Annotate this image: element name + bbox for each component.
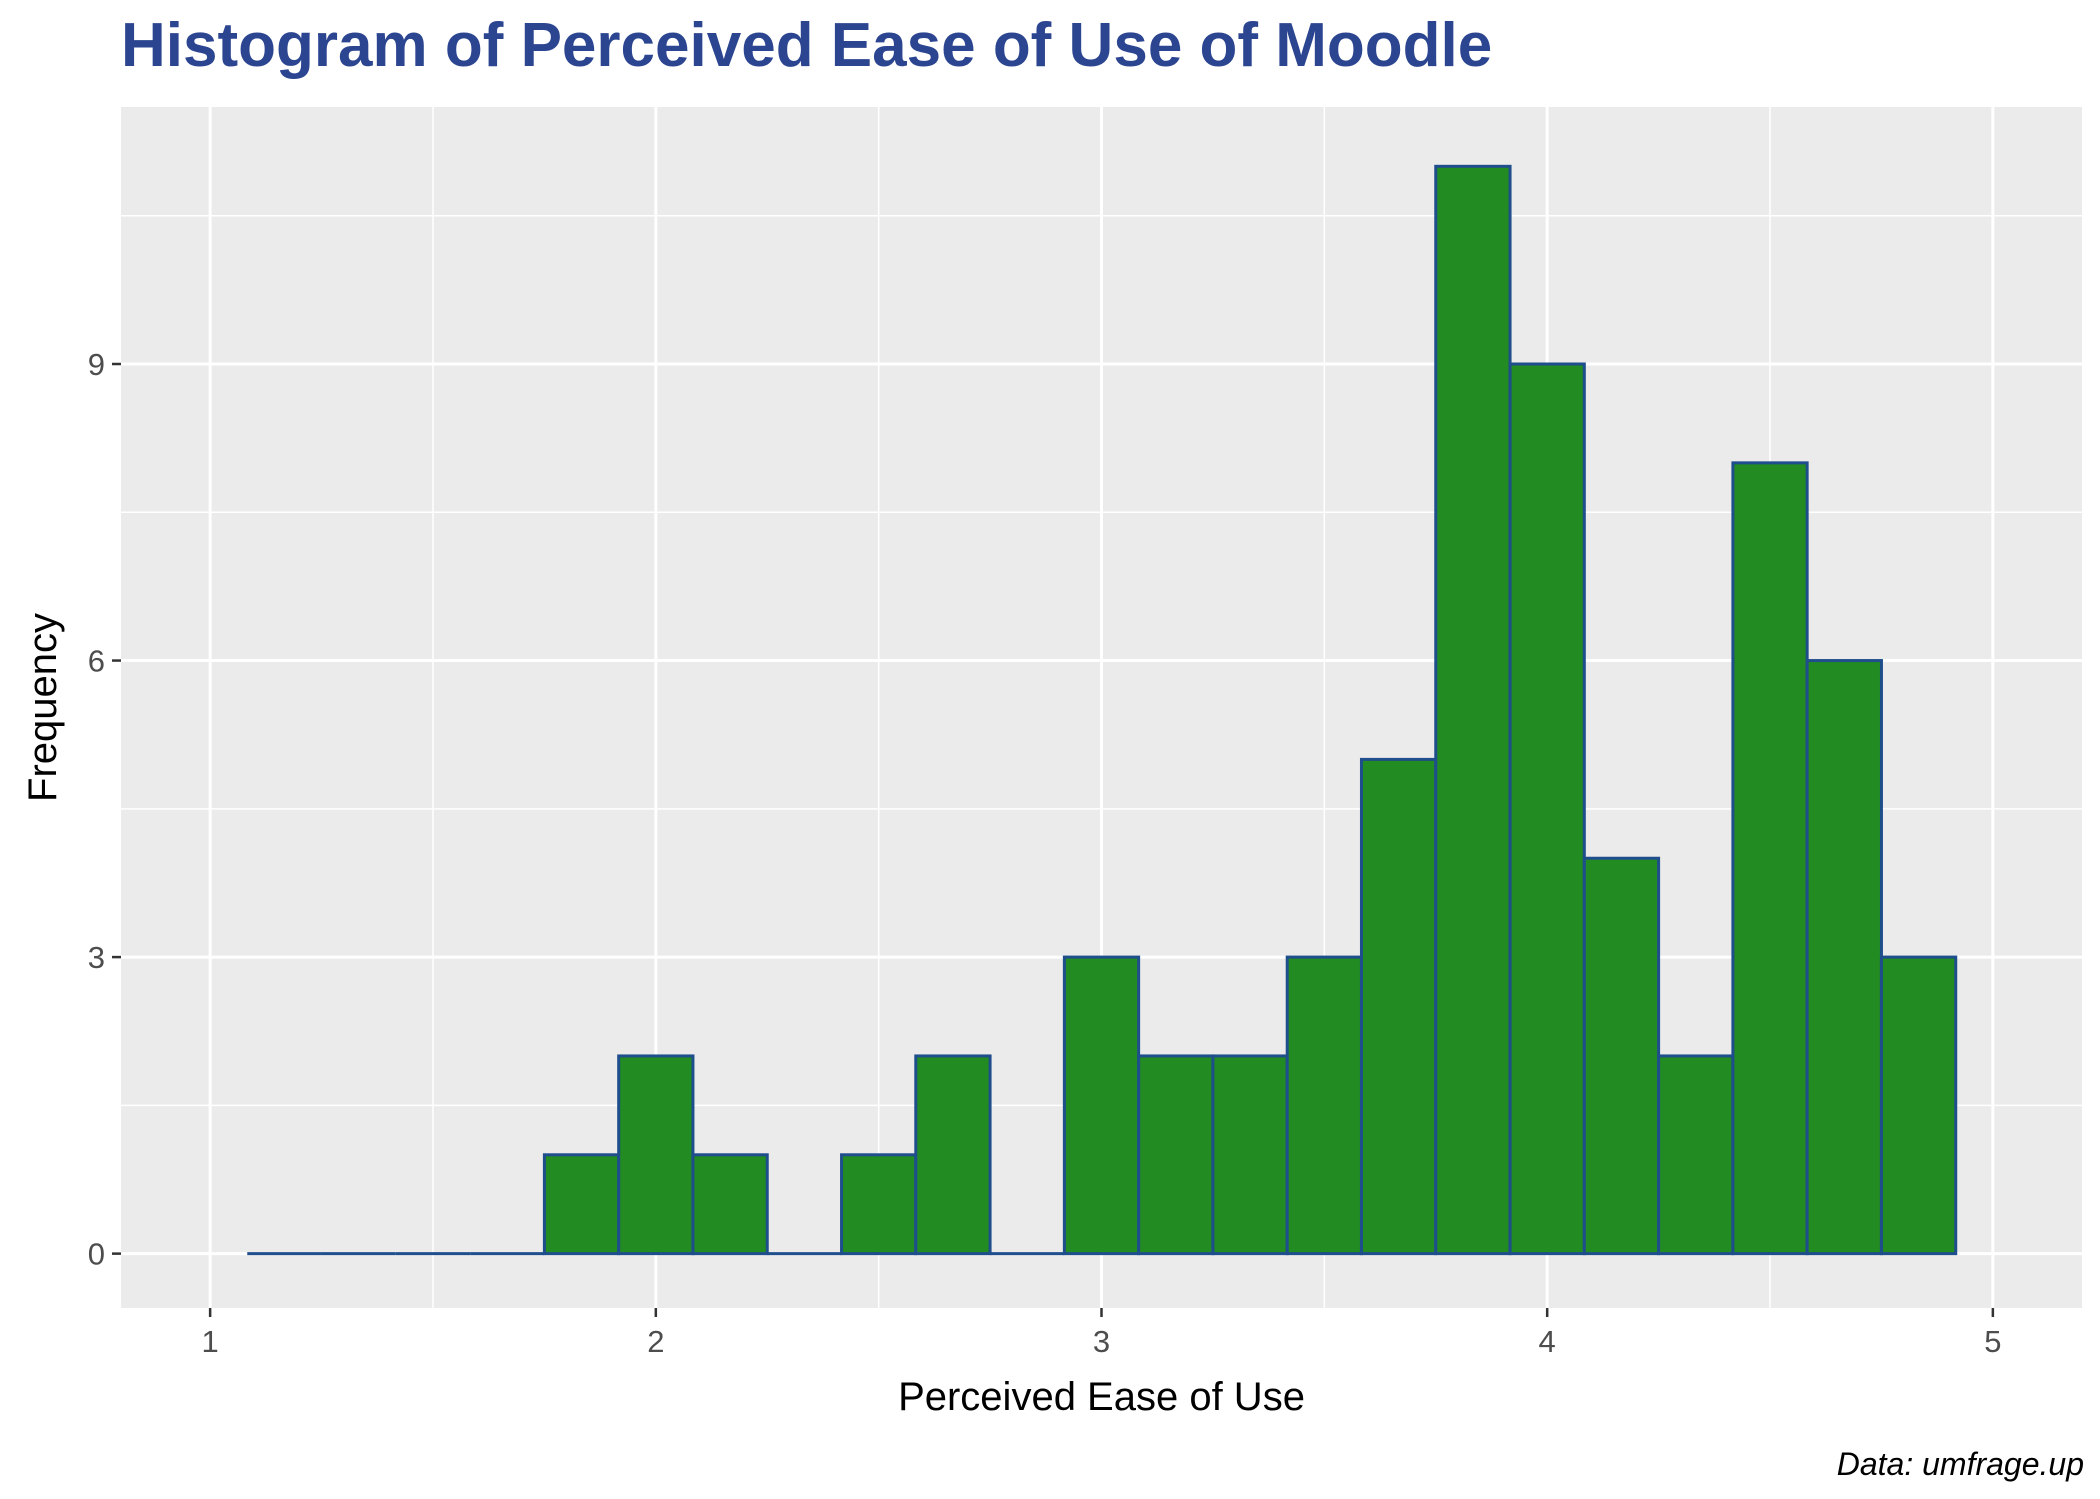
histogram-bar: [1582, 856, 1661, 1256]
y-axis-title: Frequency: [21, 613, 65, 802]
histogram-bar: [1879, 955, 1958, 1256]
x-axis-title: Perceived Ease of Use: [898, 1375, 1305, 1419]
y-tick-label: 9: [88, 347, 105, 382]
x-tick-label: 5: [1984, 1324, 2001, 1359]
histogram-bar: [542, 1153, 621, 1256]
histogram-bar: [1731, 461, 1809, 1256]
histogram-bar: [1657, 1054, 1735, 1256]
histogram-bar: [1805, 659, 1883, 1256]
histogram-bar: [1359, 757, 1438, 1256]
histogram-bar: [691, 1153, 769, 1256]
histogram-bar: [1062, 955, 1141, 1256]
x-tick-label: 2: [647, 1324, 664, 1359]
chart-title: Histogram of Perceived Ease of Use of Mo…: [121, 11, 1493, 80]
x-tick-label: 3: [1093, 1324, 1110, 1359]
histogram-bar: [1211, 1054, 1289, 1256]
histogram-bar: [1285, 955, 1363, 1256]
x-tick-label: 1: [202, 1324, 219, 1359]
axes: 1 2 3 4 5 0 3 6 9: [88, 347, 2002, 1359]
data-source-caption: Data: umfrage.up: [1837, 1446, 2084, 1482]
histogram-bar: [840, 1153, 918, 1256]
histogram-bar: [914, 1054, 992, 1256]
y-tick-label: 6: [88, 644, 105, 679]
y-tick-label: 0: [88, 1237, 105, 1272]
histogram-bar: [1137, 1054, 1215, 1256]
histogram-bars: [247, 164, 1958, 1256]
x-tick-label: 4: [1539, 1324, 1556, 1359]
y-tick-label: 3: [88, 940, 105, 975]
histogram-bar: [1434, 164, 1512, 1256]
histogram-bar: [617, 1054, 695, 1256]
histogram-bar: [1508, 362, 1586, 1256]
